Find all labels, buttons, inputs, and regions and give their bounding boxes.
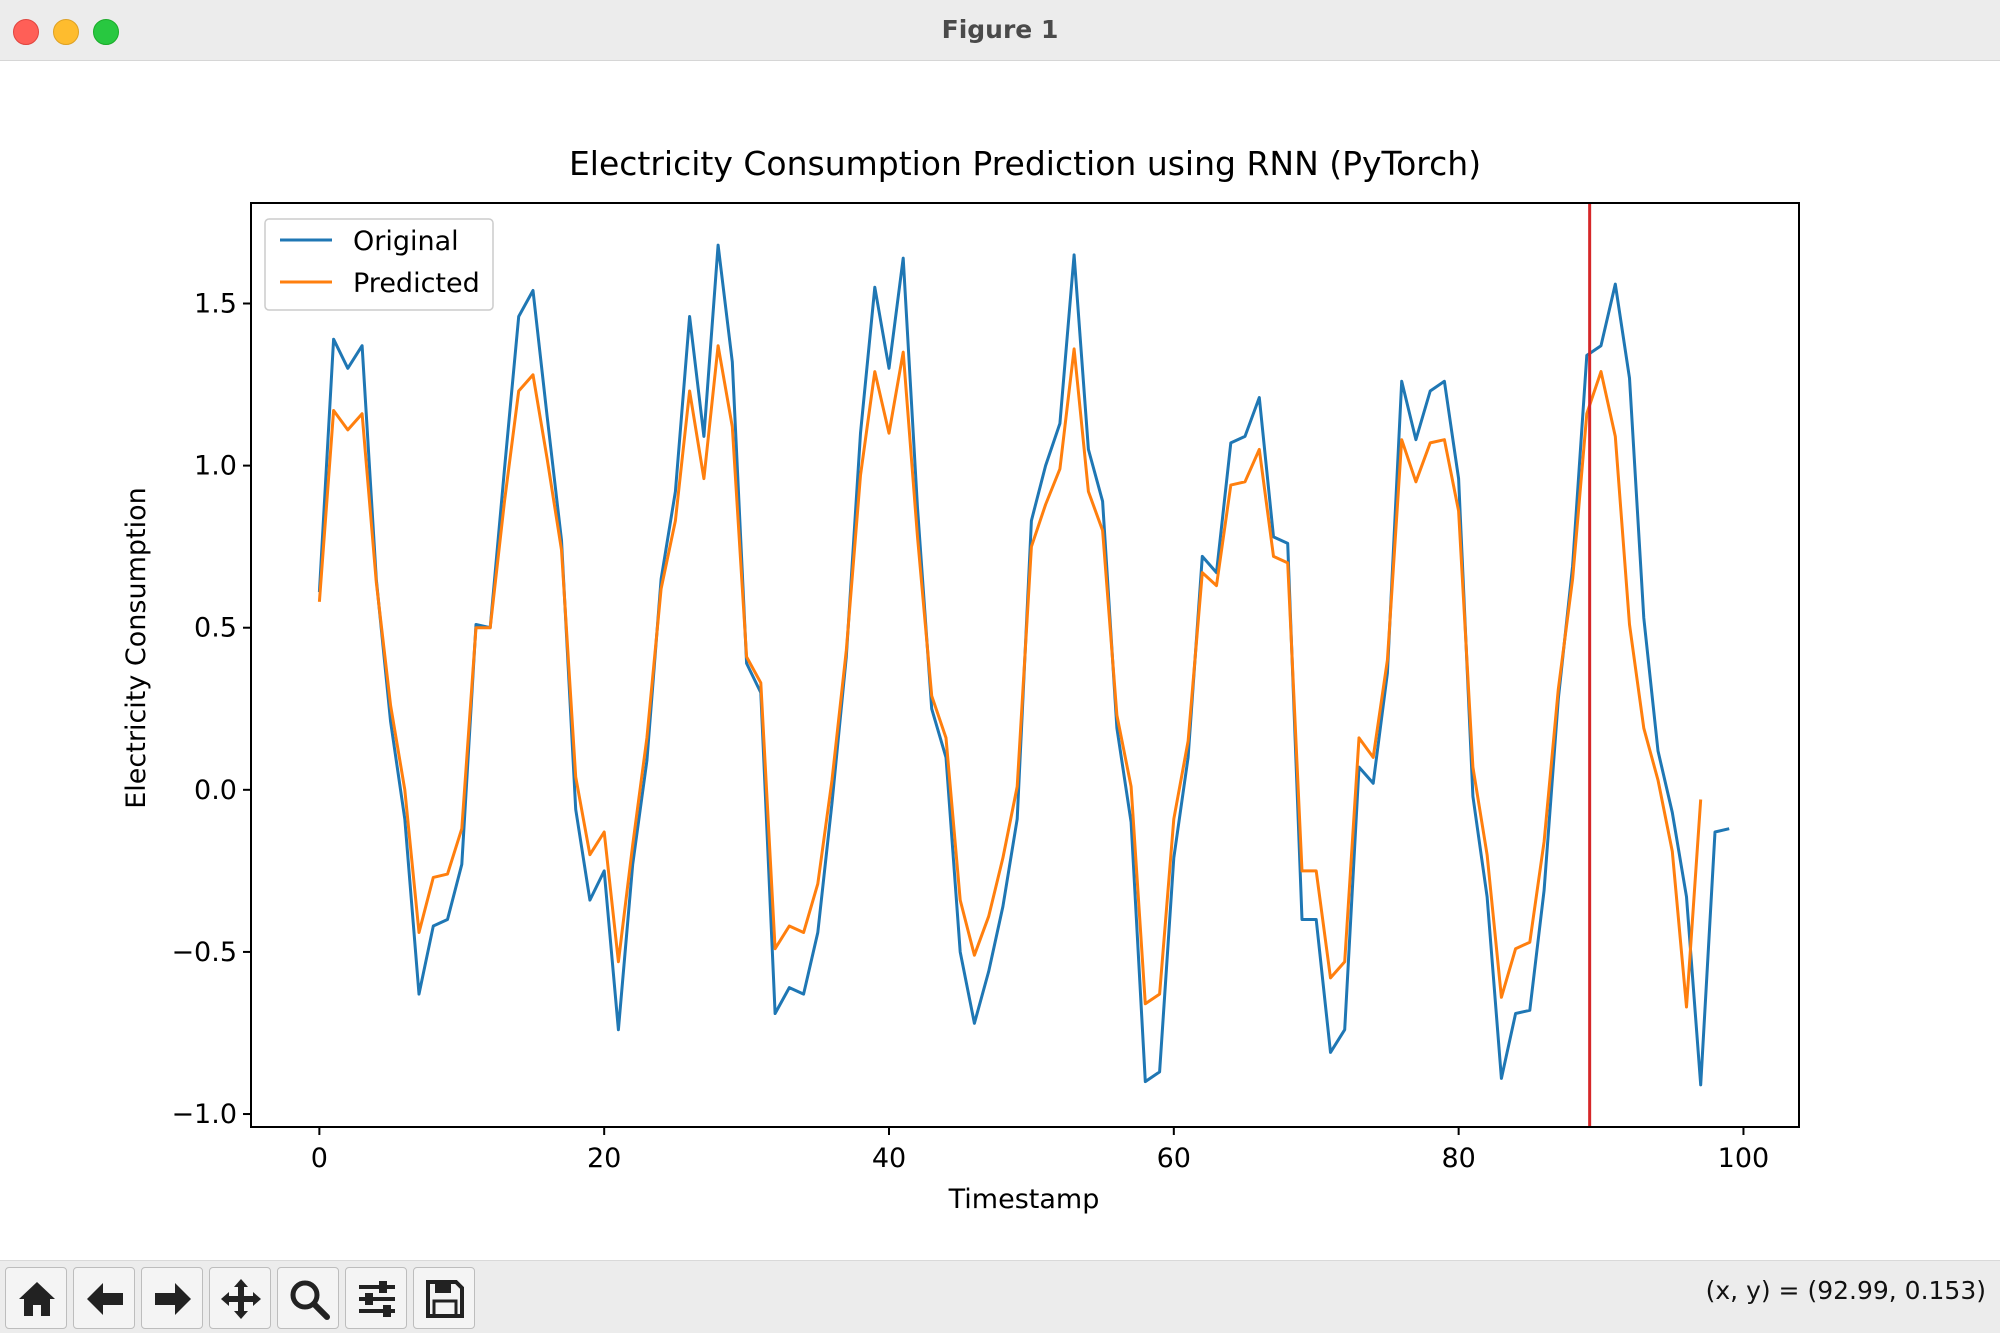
home-icon xyxy=(19,1282,55,1316)
minimize-window-button[interactable] xyxy=(53,19,79,45)
y-tick-label: −1.0 xyxy=(171,1099,237,1130)
series-line-predicted xyxy=(317,344,1703,1009)
figure-canvas[interactable]: Electricity Consumption Prediction using… xyxy=(0,61,2000,1259)
legend-label-predicted: Predicted xyxy=(353,268,480,299)
arrow-right-icon xyxy=(155,1283,191,1315)
cursor-coordinates: (x, y) = (92.99, 0.153) xyxy=(1705,1276,1986,1305)
close-window-button[interactable] xyxy=(13,19,39,45)
save-button[interactable] xyxy=(413,1267,475,1329)
plot-area xyxy=(317,203,1730,1127)
move-icon xyxy=(221,1279,261,1319)
x-tick-label: 20 xyxy=(587,1143,621,1174)
floppy-disk-icon xyxy=(426,1280,464,1318)
x-tick-label: 0 xyxy=(311,1143,328,1174)
sliders-icon xyxy=(359,1281,395,1317)
title-bar[interactable]: Figure 1 xyxy=(0,0,2000,61)
x-tick-label: 40 xyxy=(872,1143,906,1174)
x-axis-label: Timestamp xyxy=(948,1184,1100,1215)
x-tick-label: 80 xyxy=(1441,1143,1475,1174)
configure-subplots-button[interactable] xyxy=(345,1267,407,1329)
x-tick-label: 100 xyxy=(1718,1143,1770,1174)
navigation-toolbar xyxy=(0,1260,2000,1333)
y-axis-label: Electricity Consumption xyxy=(121,487,152,809)
home-button[interactable] xyxy=(5,1267,67,1329)
line-chart[interactable]: Electricity Consumption Prediction using… xyxy=(0,61,2000,1259)
chart-title: Electricity Consumption Prediction using… xyxy=(569,144,1481,183)
forward-button[interactable] xyxy=(141,1267,203,1329)
zoom-button[interactable] xyxy=(277,1267,339,1329)
y-tick-label: 0.5 xyxy=(194,613,237,644)
magnifier-icon xyxy=(290,1280,330,1320)
pan-button[interactable] xyxy=(209,1267,271,1329)
back-button[interactable] xyxy=(73,1267,135,1329)
y-tick-label: −0.5 xyxy=(171,937,237,968)
legend-label-original: Original xyxy=(353,226,459,257)
y-tick-label: 1.0 xyxy=(194,451,237,482)
x-tick-label: 60 xyxy=(1157,1143,1191,1174)
legend: Original Predicted xyxy=(264,218,494,311)
y-tick-label: 0.0 xyxy=(194,775,237,806)
axes-frame xyxy=(250,202,1800,1128)
window-title: Figure 1 xyxy=(941,15,1059,44)
legend-box xyxy=(264,218,494,311)
arrow-left-icon xyxy=(87,1283,123,1315)
maximize-window-button[interactable] xyxy=(93,19,119,45)
y-tick-label: 1.5 xyxy=(194,289,237,320)
